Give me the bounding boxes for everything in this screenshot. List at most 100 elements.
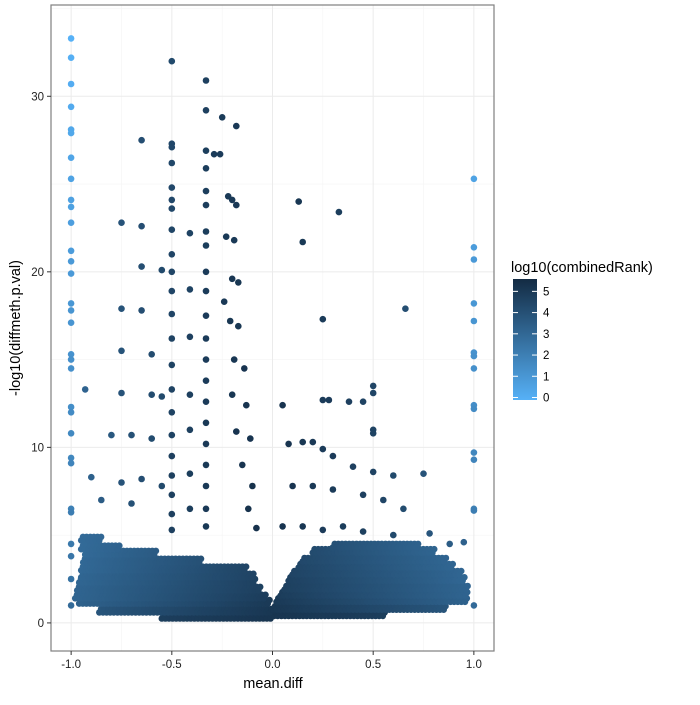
dense-point (464, 582, 471, 590)
data-point (235, 322, 242, 330)
x-tick-label: 1.0 (466, 659, 482, 671)
data-point (339, 523, 347, 530)
data-point (289, 482, 296, 490)
data-point (67, 258, 75, 265)
data-point (247, 435, 254, 442)
data-point (220, 298, 228, 306)
y-tick-label: 20 (31, 267, 44, 279)
data-points (67, 35, 478, 622)
data-point (228, 391, 236, 399)
data-point (186, 470, 194, 478)
data-point (202, 419, 210, 427)
data-point (118, 347, 125, 355)
data-point (239, 461, 246, 469)
data-point (202, 312, 210, 320)
data-point (186, 426, 194, 434)
data-point (67, 409, 75, 416)
data-point (319, 445, 327, 453)
data-point (470, 365, 478, 372)
data-point (168, 287, 176, 295)
data-point (108, 431, 115, 439)
data-point (186, 286, 194, 293)
data-point (319, 526, 327, 534)
data-point (319, 396, 327, 404)
color-legend: log10(combinedRank) 0 1 2 3 4 5 (511, 260, 653, 405)
data-point (67, 300, 75, 307)
data-point (295, 198, 303, 205)
data-point (67, 54, 75, 61)
data-point (118, 479, 125, 486)
data-point (226, 317, 234, 325)
data-point (186, 333, 194, 341)
data-point (67, 307, 75, 314)
data-point (168, 196, 176, 204)
data-point (202, 482, 210, 490)
data-point (228, 196, 236, 204)
data-point (299, 523, 307, 530)
y-tick-label: 0 (38, 618, 44, 630)
dense-point (442, 554, 450, 562)
data-point (128, 500, 135, 507)
data-point (67, 175, 75, 183)
data-point (369, 468, 377, 476)
legend-tick-label: 3 (543, 329, 549, 341)
data-point (470, 405, 478, 413)
data-point (202, 335, 210, 342)
data-point (233, 428, 240, 435)
data-point (285, 440, 292, 448)
data-point (309, 438, 317, 446)
x-tick-label: -0.5 (162, 659, 182, 671)
data-point (168, 57, 176, 65)
data-point (158, 266, 166, 274)
data-point (216, 150, 224, 158)
data-point (67, 552, 75, 560)
data-point (470, 352, 478, 360)
data-point (329, 452, 337, 460)
data-point (138, 475, 145, 483)
data-point (168, 205, 176, 212)
dense-point (116, 542, 123, 549)
data-point (249, 482, 256, 490)
data-point (67, 459, 75, 467)
dense-point (414, 540, 422, 548)
data-point (202, 461, 210, 469)
data-point (470, 507, 478, 514)
data-point (218, 114, 226, 121)
data-point (67, 602, 75, 609)
data-point (390, 531, 397, 539)
data-point (299, 438, 307, 446)
dense-point (449, 560, 457, 568)
data-point (67, 203, 75, 211)
data-point (138, 222, 145, 230)
data-point (400, 505, 407, 513)
x-axis: -1.0 -0.5 0.0 0.5 1.0 (61, 651, 482, 671)
data-point (420, 470, 427, 478)
data-point (329, 486, 337, 493)
data-point (470, 602, 478, 609)
data-point (202, 242, 210, 249)
data-point (235, 279, 242, 286)
data-point (98, 496, 105, 504)
data-point (202, 77, 210, 84)
data-point (202, 187, 210, 195)
data-point (148, 351, 155, 358)
dense-point (242, 563, 250, 570)
data-point (67, 454, 75, 462)
grid (51, 5, 494, 651)
data-point (67, 219, 75, 226)
data-point (67, 247, 75, 255)
data-point (148, 435, 155, 442)
data-point (67, 351, 75, 358)
data-point (230, 236, 238, 244)
data-point (202, 377, 210, 385)
data-point (202, 268, 210, 276)
dense-point (250, 570, 257, 578)
data-point (168, 251, 176, 258)
data-point (253, 524, 260, 532)
data-point (67, 430, 75, 437)
data-point (309, 482, 317, 490)
x-tick-label: 0.0 (265, 659, 281, 671)
data-point (369, 389, 377, 397)
data-point (233, 201, 240, 209)
data-point (470, 256, 478, 263)
